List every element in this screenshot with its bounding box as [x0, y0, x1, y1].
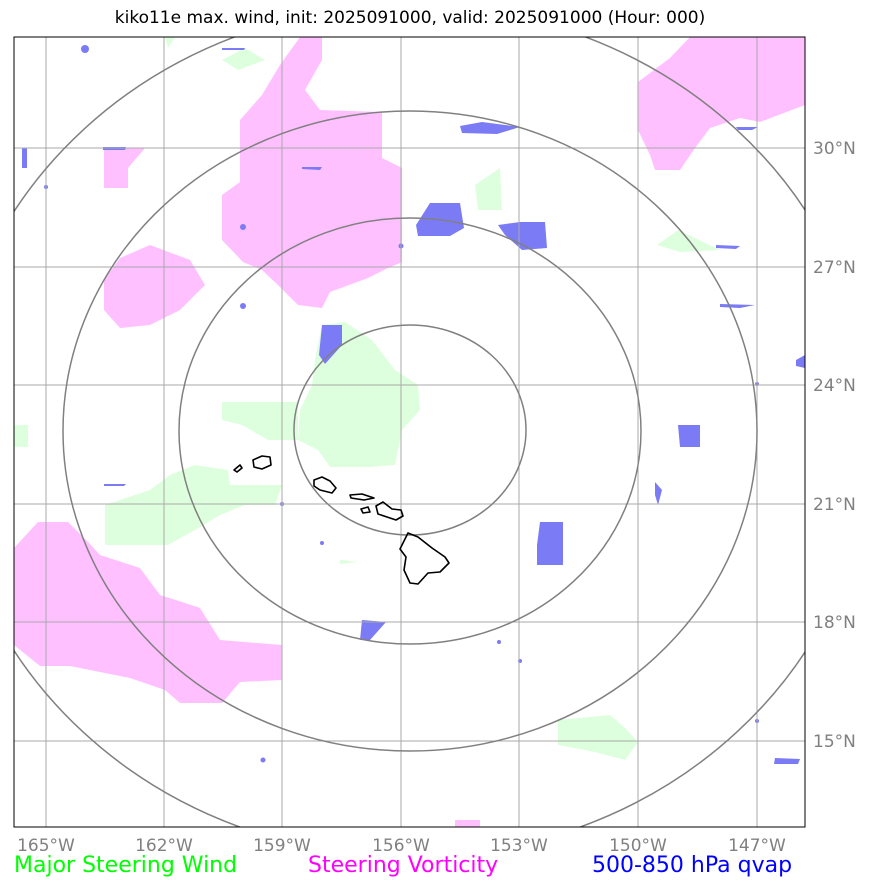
- legend-qvap: 500-850 hPa qvap: [592, 853, 793, 878]
- y-tick-label: 30°N: [813, 139, 856, 159]
- x-tick-label: 156°W: [372, 836, 430, 856]
- y-tick-label: 21°N: [813, 495, 856, 515]
- steering-vorticity-areas: [14, 37, 805, 827]
- y-tick-label: 18°N: [813, 613, 856, 633]
- latitude-tick-labels: 30°N 27°N 24°N 21°N 18°N 15°N: [813, 139, 856, 752]
- legend-steering-vorticity: Steering Vorticity: [308, 853, 499, 878]
- longitude-tick-labels: 165°W 162°W 159°W 156°W 153°W 150°W 147°…: [17, 836, 786, 856]
- legend-major-steering-wind: Major Steering Wind: [14, 853, 238, 878]
- x-tick-label: 159°W: [253, 836, 311, 856]
- island-molokai: [349, 493, 375, 501]
- x-tick-label: 147°W: [728, 836, 786, 856]
- hawaii-coastline: [233, 455, 450, 585]
- map-frame: [13, 36, 806, 828]
- island-niihau: [233, 464, 243, 473]
- y-tick-label: 15°N: [813, 732, 856, 752]
- y-tick-label: 27°N: [813, 258, 856, 278]
- y-tick-label: 24°N: [813, 376, 856, 396]
- map-title: kiko11e max. wind, init: 2025091000, val…: [114, 8, 706, 28]
- range-rings: [14, 37, 805, 827]
- island-hawaii: [399, 532, 450, 585]
- island-lanai: [360, 506, 371, 514]
- island-kauai: [252, 455, 272, 470]
- x-tick-label: 162°W: [135, 836, 193, 856]
- x-tick-label: 150°W: [609, 836, 667, 856]
- x-tick-label: 165°W: [17, 836, 75, 856]
- island-maui: [375, 501, 404, 521]
- island-oahu: [313, 476, 337, 494]
- x-tick-label: 153°W: [490, 836, 548, 856]
